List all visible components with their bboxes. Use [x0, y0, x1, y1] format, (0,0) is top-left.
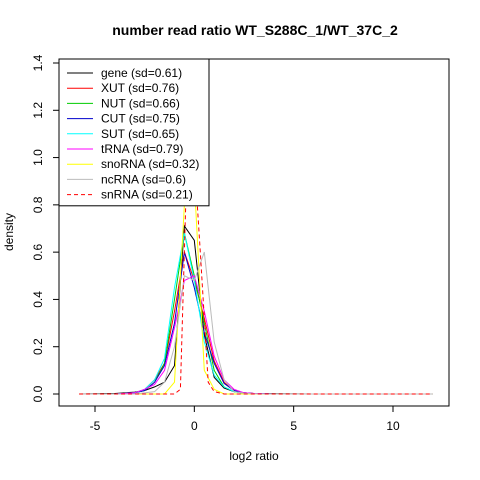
- legend-entry: ncRNA (sd=0.6): [101, 172, 186, 186]
- series-line-2: [79, 233, 433, 395]
- y-tick-label: 0.0: [31, 385, 45, 402]
- series-line-4: [79, 233, 433, 395]
- series-line-6: [79, 181, 433, 395]
- x-axis: -5 0 5 10: [90, 406, 400, 433]
- legend-entry: XUT (sd=0.76): [101, 81, 179, 95]
- legend-entry: snoRNA (sd=0.32): [101, 157, 199, 171]
- x-tick-label: 0: [191, 419, 198, 433]
- x-tick-label: 10: [386, 419, 400, 433]
- series-line-0: [79, 224, 433, 395]
- x-axis-label: log2 ratio: [229, 449, 279, 463]
- y-tick-label: 0.8: [31, 196, 45, 213]
- y-tick-label: 0.2: [31, 338, 45, 355]
- series-line-1: [79, 251, 433, 395]
- series-line-5: [79, 275, 433, 395]
- y-tick-label: 1.4: [31, 54, 45, 71]
- series-line-7: [79, 251, 433, 395]
- x-tick-label: -5: [90, 419, 101, 433]
- legend-entry: gene (sd=0.61): [101, 66, 182, 80]
- legend-entry: tRNA (sd=0.79): [101, 142, 183, 156]
- legend: gene (sd=0.61)XUT (sd=0.76)NUT (sd=0.66)…: [58, 58, 210, 207]
- legend-entry: SUT (sd=0.65): [101, 127, 179, 141]
- y-tick-label: 1.2: [31, 102, 45, 119]
- y-tick-label: 0.4: [31, 291, 45, 308]
- series-layer: [79, 157, 433, 395]
- legend-box: [58, 58, 210, 207]
- y-axis: 0.0 0.2 0.4 0.6 0.8 1.0 1.2 1.4: [31, 54, 59, 402]
- chart-title: number read ratio WT_S288C_1/WT_37C_2: [112, 22, 398, 38]
- y-tick-label: 0.6: [31, 243, 45, 260]
- legend-entry: CUT (sd=0.75): [101, 112, 180, 126]
- x-tick-label: 5: [290, 419, 297, 433]
- plot-frame: [58, 58, 450, 407]
- y-tick-label: 1.0: [31, 149, 45, 166]
- legend-entry: snRNA (sd=0.21): [101, 188, 193, 202]
- series-line-3: [79, 251, 433, 395]
- y-axis-label: density: [2, 213, 16, 251]
- legend-entry: NUT (sd=0.66): [101, 96, 180, 110]
